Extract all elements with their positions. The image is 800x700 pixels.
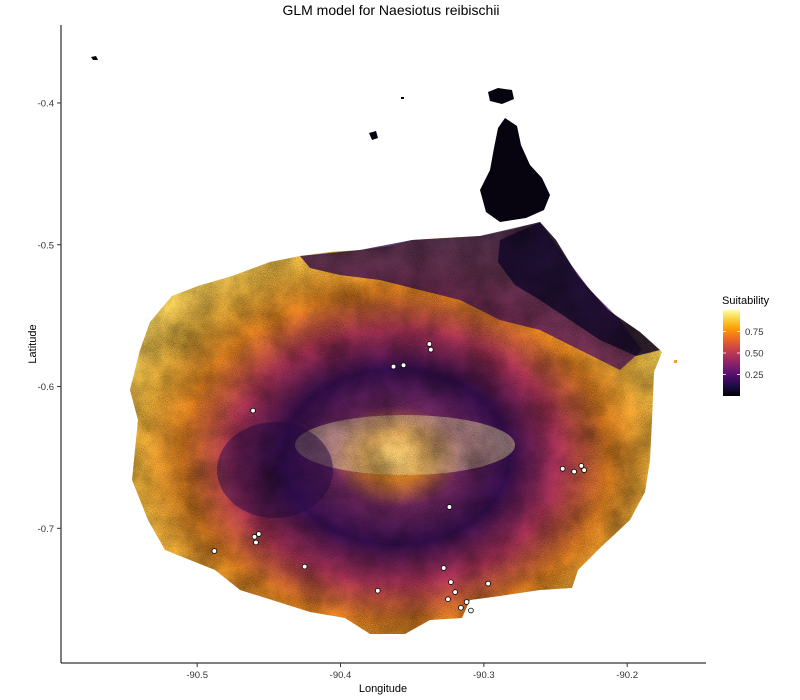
legend-ticks: 0.75 0.50 0.25 — [723, 327, 764, 381]
occurrence-point — [390, 363, 397, 370]
suitability-raster — [91, 56, 677, 634]
legend-tick-label: 0.50 — [745, 349, 764, 360]
occurrence-point — [446, 504, 453, 510]
occurrence-point — [250, 407, 256, 414]
islet-north — [369, 131, 378, 140]
x-tick-label: -90.4 — [330, 670, 352, 681]
occurrence-point — [445, 596, 451, 602]
y-axis-ticks: -0.4 -0.5 -0.6 -0.7 — [38, 98, 61, 535]
y-tick-label: -0.7 — [38, 524, 54, 535]
occurrence-point — [581, 467, 587, 473]
y-axis-title: Latitude — [27, 324, 39, 363]
occurrence-point — [427, 346, 434, 353]
y-tick-label: -0.6 — [38, 382, 54, 393]
occurrence-point — [458, 604, 464, 611]
x-tick-label: -90.3 — [473, 670, 495, 681]
x-axis-title: Longitude — [359, 683, 407, 695]
occurrence-point — [211, 548, 218, 554]
occurrence-point — [463, 599, 470, 605]
occurrence-point — [578, 463, 585, 469]
x-tick-label: -90.5 — [186, 670, 208, 681]
occurrence-point — [448, 579, 454, 585]
island-texture — [130, 222, 662, 634]
islet-north-tiny — [401, 97, 404, 99]
x-tick-label: -90.2 — [616, 670, 638, 681]
islet-east-tiny — [674, 360, 677, 363]
occurrence-points — [211, 341, 587, 614]
legend-tick-label: 0.25 — [745, 370, 764, 381]
occurrence-point — [251, 534, 258, 540]
y-tick-label: -0.4 — [38, 98, 54, 109]
occurrence-point — [253, 539, 259, 546]
islet-northeast-small — [488, 88, 514, 104]
occurrence-point — [374, 587, 381, 594]
islet-far-northwest — [91, 56, 98, 60]
legend-colorbar — [723, 310, 740, 396]
legend: Suitability 0.75 0.50 0.25 — [722, 295, 770, 396]
islet-northeast-large — [480, 118, 550, 222]
occurrence-point — [452, 589, 458, 595]
legend-tick-label: 0.75 — [745, 327, 764, 338]
y-tick-label: -0.5 — [38, 240, 54, 251]
occurrence-point — [485, 580, 491, 587]
occurrence-point — [571, 468, 577, 475]
x-axis-ticks: -90.5 -90.4 -90.3 -90.2 — [186, 663, 638, 681]
occurrence-point — [400, 362, 407, 369]
chart-title: GLM model for Naesiotus reibischii — [282, 2, 499, 18]
occurrence-point — [255, 531, 262, 537]
legend-title: Suitability — [722, 295, 770, 307]
occurrence-point — [440, 565, 447, 571]
occurrence-point — [301, 563, 308, 570]
occurrence-point — [559, 465, 566, 472]
occurrence-point — [468, 607, 474, 614]
occurrence-point — [426, 341, 433, 347]
